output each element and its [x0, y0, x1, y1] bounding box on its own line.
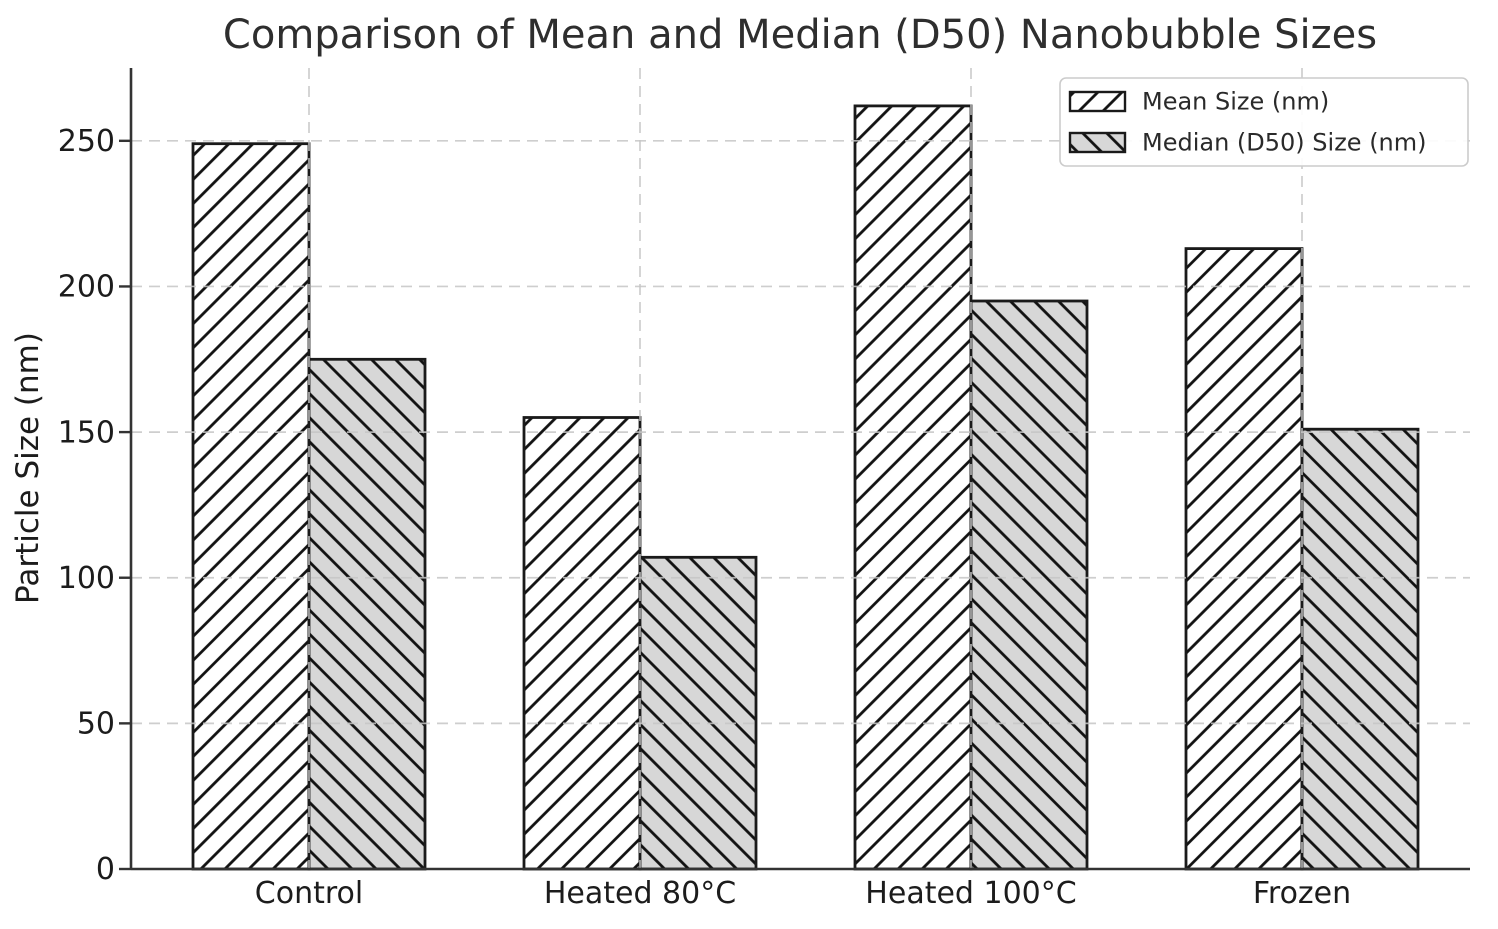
y-tick-label-50: 50	[77, 707, 115, 742]
chart-title: Comparison of Mean and Median (D50) Nano…	[223, 12, 1377, 58]
bar-mean-heated-100-c	[853, 104, 973, 871]
bar-series-group	[191, 104, 1420, 871]
legend-box	[1059, 77, 1469, 167]
bar-median-heated-80-c	[638, 555, 758, 871]
bar-mean-control	[191, 142, 311, 871]
bar-median-frozen	[1300, 427, 1420, 871]
bar-median-heated-100-c	[969, 299, 1089, 871]
legend-swatch-mean	[1068, 90, 1127, 113]
legend: Mean Size (nm) Median (D50) Size (nm)	[1059, 77, 1469, 167]
legend-label-mean: Mean Size (nm)	[1142, 88, 1329, 116]
legend-swatch-median	[1068, 131, 1127, 154]
y-tick-label-200: 200	[58, 270, 115, 305]
axes	[119, 68, 1470, 871]
y-tick-label-0: 0	[96, 852, 115, 887]
x-category-label-frozen: Frozen	[1253, 876, 1351, 911]
y-axis-label: Particle Size (nm)	[10, 332, 46, 604]
y-tick-label-100: 100	[58, 561, 115, 596]
gridlines	[131, 68, 1470, 869]
x-category-labels: Control Heated 80°C Heated 100°C Frozen	[255, 876, 1351, 911]
x-category-label-heated-100-c: Heated 100°C	[865, 876, 1076, 911]
bar-median-control	[307, 357, 427, 871]
y-tick-labels: 0 50 100 150 200 250	[58, 124, 115, 887]
bar-mean-heated-80-c	[522, 416, 642, 871]
y-tick-label-150: 150	[58, 415, 115, 450]
x-category-label-control: Control	[255, 876, 363, 911]
legend-label-median: Median (D50) Size (nm)	[1142, 129, 1427, 157]
x-category-label-heated-80-c: Heated 80°C	[544, 876, 736, 911]
bar-mean-frozen	[1184, 247, 1304, 871]
y-tick-label-250: 250	[58, 124, 115, 159]
